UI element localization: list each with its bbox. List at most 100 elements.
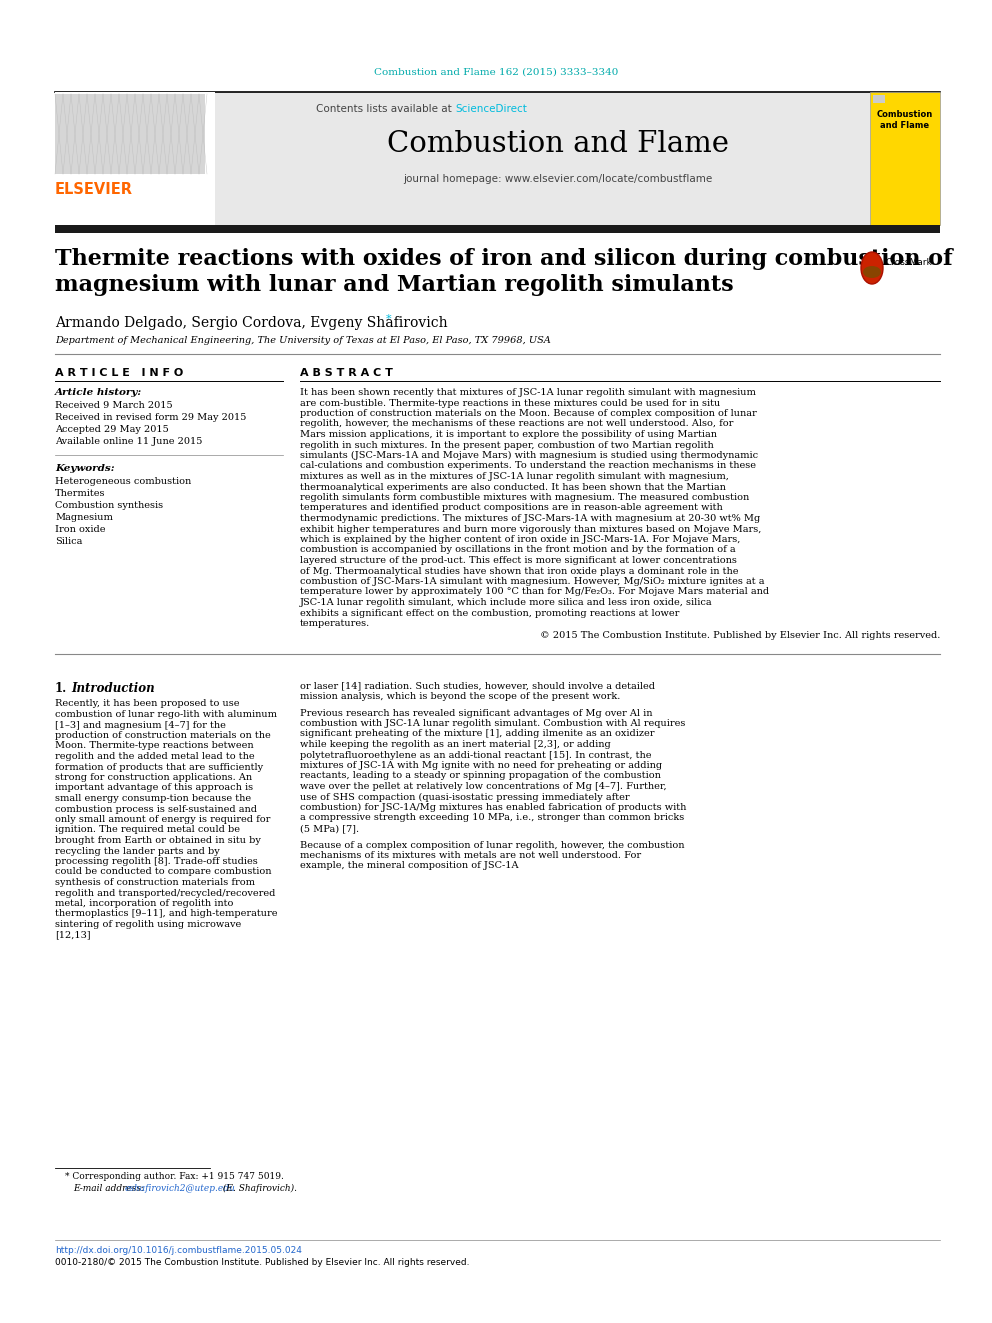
Text: of Mg. Thermoanalytical studies have shown that iron oxide plays a dominant role: of Mg. Thermoanalytical studies have sho…	[300, 566, 738, 576]
Text: journal homepage: www.elsevier.com/locate/combustflame: journal homepage: www.elsevier.com/locat…	[404, 175, 712, 184]
Text: Recently, it has been proposed to use: Recently, it has been proposed to use	[55, 700, 239, 709]
Bar	[215, 93, 870, 225]
Text: © 2015 The Combustion Institute. Published by Elsevier Inc. All rights reserved.: © 2015 The Combustion Institute. Publish…	[540, 631, 940, 640]
Text: significant preheating of the mixture [1], adding ilmenite as an oxidizer: significant preheating of the mixture [1…	[300, 729, 655, 738]
Text: combustion is accompanied by oscillations in the front motion and by the formati: combustion is accompanied by oscillation…	[300, 545, 736, 554]
Text: sintering of regolith using microwave: sintering of regolith using microwave	[55, 919, 241, 929]
Text: Mars mission applications, it is important to explore the possibility of using M: Mars mission applications, it is importa…	[300, 430, 717, 439]
Text: A B S T R A C T: A B S T R A C T	[300, 368, 393, 378]
Text: a compressive strength exceeding 10 MPa, i.e., stronger than common bricks: a compressive strength exceeding 10 MPa,…	[300, 814, 684, 823]
Text: ScienceDirect: ScienceDirect	[455, 105, 527, 114]
Text: regolith in such mixtures. In the present paper, combustion of two Martian regol: regolith in such mixtures. In the presen…	[300, 441, 714, 450]
Text: cal-culations and combustion experiments. To understand the reaction mechanisms : cal-culations and combustion experiments…	[300, 462, 756, 471]
Text: magnesium with lunar and Martian regolith simulants: magnesium with lunar and Martian regolit…	[55, 274, 734, 296]
Text: are com-bustible. Thermite-type reactions in these mixtures could be used for in: are com-bustible. Thermite-type reaction…	[300, 398, 720, 407]
Text: Article history:: Article history:	[55, 388, 142, 397]
Text: and Flame: and Flame	[881, 120, 930, 130]
Text: which is explained by the higher content of iron oxide in JSC-Mars-1A. For Mojav: which is explained by the higher content…	[300, 534, 740, 544]
Text: Thermite reactions with oxides of iron and silicon during combustion of: Thermite reactions with oxides of iron a…	[55, 247, 952, 270]
Text: combustion with JSC-1A lunar regolith simulant. Combustion with Al requires: combustion with JSC-1A lunar regolith si…	[300, 718, 685, 728]
Text: formation of products that are sufficiently: formation of products that are sufficien…	[55, 762, 263, 771]
Text: mechanisms of its mixtures with metals are not well understood. For: mechanisms of its mixtures with metals a…	[300, 851, 641, 860]
Text: [1–3] and magnesium [4–7] for the: [1–3] and magnesium [4–7] for the	[55, 721, 226, 729]
Text: Previous research has revealed significant advantages of Mg over Al in: Previous research has revealed significa…	[300, 709, 653, 717]
Text: It has been shown recently that mixtures of JSC-1A lunar regolith simulant with : It has been shown recently that mixtures…	[300, 388, 756, 397]
Text: simulants (JSC-Mars-1A and Mojave Mars) with magnesium is studied using thermody: simulants (JSC-Mars-1A and Mojave Mars) …	[300, 451, 758, 460]
Bar	[55, 93, 215, 225]
Text: regolith simulants form combustible mixtures with magnesium. The measured combus: regolith simulants form combustible mixt…	[300, 493, 749, 501]
Text: or laser [14] radiation. Such studies, however, should involve a detailed: or laser [14] radiation. Such studies, h…	[300, 681, 655, 691]
Text: eshafirovich2@utep.edu: eshafirovich2@utep.edu	[125, 1184, 236, 1193]
Text: use of SHS compaction (quasi-isostatic pressing immediately after: use of SHS compaction (quasi-isostatic p…	[300, 792, 630, 802]
Text: regolith, however, the mechanisms of these reactions are not well understood. Al: regolith, however, the mechanisms of the…	[300, 419, 733, 429]
Text: production of construction materials on the: production of construction materials on …	[55, 732, 271, 740]
Text: http://dx.doi.org/10.1016/j.combustflame.2015.05.024: http://dx.doi.org/10.1016/j.combustflame…	[55, 1246, 302, 1256]
Text: Combustion synthesis: Combustion synthesis	[55, 501, 163, 509]
Text: Keywords:: Keywords:	[55, 464, 115, 474]
Text: thermoanalytical experiments are also conducted. It has been shown that the Mart: thermoanalytical experiments are also co…	[300, 483, 726, 492]
Text: could be conducted to compare combustion: could be conducted to compare combustion	[55, 868, 272, 877]
Text: (E. Shafirovich).: (E. Shafirovich).	[220, 1184, 297, 1193]
Text: ELSEVIER: ELSEVIER	[55, 183, 133, 197]
Text: Accepted 29 May 2015: Accepted 29 May 2015	[55, 425, 169, 434]
Text: production of construction materials on the Moon. Because of complex composition: production of construction materials on …	[300, 409, 757, 418]
Bar	[55, 225, 940, 233]
Text: Combustion: Combustion	[877, 110, 933, 119]
Text: metal, incorporation of regolith into: metal, incorporation of regolith into	[55, 900, 233, 908]
Text: CrossMark: CrossMark	[886, 258, 932, 267]
Text: mixtures of JSC-1A with Mg ignite with no need for preheating or adding: mixtures of JSC-1A with Mg ignite with n…	[300, 761, 662, 770]
Text: Received 9 March 2015: Received 9 March 2015	[55, 401, 173, 410]
Text: recycling the lander parts and by: recycling the lander parts and by	[55, 847, 220, 856]
Text: Department of Mechanical Engineering, The University of Texas at El Paso, El Pas: Department of Mechanical Engineering, Th…	[55, 336, 551, 345]
Text: while keeping the regolith as an inert material [2,3], or adding: while keeping the regolith as an inert m…	[300, 740, 611, 749]
Text: Introduction: Introduction	[71, 681, 155, 695]
Text: * Corresponding author. Fax: +1 915 747 5019.: * Corresponding author. Fax: +1 915 747 …	[65, 1172, 284, 1181]
Text: strong for construction applications. An: strong for construction applications. An	[55, 773, 252, 782]
Bar	[55, 94, 205, 175]
Bar	[873, 95, 885, 103]
Text: combustion of lunar rego-lith with aluminum: combustion of lunar rego-lith with alumi…	[55, 710, 277, 718]
Text: mixtures as well as in the mixtures of JSC-1A lunar regolith simulant with magne: mixtures as well as in the mixtures of J…	[300, 472, 729, 482]
Text: Combustion and Flame 162 (2015) 3333–3340: Combustion and Flame 162 (2015) 3333–334…	[374, 67, 618, 77]
Text: Because of a complex composition of lunar regolith, however, the combustion: Because of a complex composition of luna…	[300, 840, 684, 849]
Text: important advantage of this approach is: important advantage of this approach is	[55, 783, 253, 792]
Text: Heterogeneous combustion: Heterogeneous combustion	[55, 478, 191, 486]
Text: polytetrafluoroethylene as an addi-tional reactant [15]. In contrast, the: polytetrafluoroethylene as an addi-tiona…	[300, 750, 652, 759]
Text: only small amount of energy is required for: only small amount of energy is required …	[55, 815, 271, 824]
Text: *: *	[386, 314, 392, 324]
Text: Received in revised form 29 May 2015: Received in revised form 29 May 2015	[55, 413, 246, 422]
Text: exhibit higher temperatures and burn more vigorously than mixtures based on Moja: exhibit higher temperatures and burn mor…	[300, 524, 762, 533]
Text: combustion) for JSC-1A/Mg mixtures has enabled fabrication of products with: combustion) for JSC-1A/Mg mixtures has e…	[300, 803, 686, 812]
Text: Contents lists available at: Contents lists available at	[316, 105, 455, 114]
Text: small energy consump-tion because the: small energy consump-tion because the	[55, 794, 251, 803]
Text: temperatures and identified product compositions are in reason-able agreement wi: temperatures and identified product comp…	[300, 504, 723, 512]
Text: Armando Delgado, Sergio Cordova, Evgeny Shafirovich: Armando Delgado, Sergio Cordova, Evgeny …	[55, 316, 447, 329]
Text: exhibits a significant effect on the combustion, promoting reactions at lower: exhibits a significant effect on the com…	[300, 609, 680, 618]
Text: regolith and the added metal lead to the: regolith and the added metal lead to the	[55, 751, 255, 761]
Text: Combustion and Flame: Combustion and Flame	[387, 130, 729, 157]
Ellipse shape	[863, 266, 881, 278]
Ellipse shape	[861, 251, 883, 284]
Text: Available online 11 June 2015: Available online 11 June 2015	[55, 437, 202, 446]
Text: Moon. Thermite-type reactions between: Moon. Thermite-type reactions between	[55, 741, 254, 750]
Text: regolith and transported/recycled/recovered: regolith and transported/recycled/recove…	[55, 889, 276, 897]
Text: ignition. The required metal could be: ignition. The required metal could be	[55, 826, 240, 835]
Text: synthesis of construction materials from: synthesis of construction materials from	[55, 878, 255, 886]
Text: JSC-1A lunar regolith simulant, which include more silica and less iron oxide, s: JSC-1A lunar regolith simulant, which in…	[300, 598, 712, 607]
Text: layered structure of the prod-uct. This effect is more significant at lower conc: layered structure of the prod-uct. This …	[300, 556, 737, 565]
Text: temperature lower by approximately 100 °C than for Mg/Fe₂O₃. For Mojave Mars mat: temperature lower by approximately 100 °…	[300, 587, 769, 597]
Text: E-mail address:: E-mail address:	[73, 1184, 147, 1193]
Text: Thermites: Thermites	[55, 490, 105, 497]
Text: combustion of JSC-Mars-1A simulant with magnesium. However, Mg/SiO₂ mixture igni: combustion of JSC-Mars-1A simulant with …	[300, 577, 765, 586]
Text: processing regolith [8]. Trade-off studies: processing regolith [8]. Trade-off studi…	[55, 857, 258, 867]
Text: combustion process is self-sustained and: combustion process is self-sustained and	[55, 804, 257, 814]
Text: brought from Earth or obtained in situ by: brought from Earth or obtained in situ b…	[55, 836, 261, 845]
Text: [12,13]: [12,13]	[55, 930, 90, 939]
Text: thermodynamic predictions. The mixtures of JSC-Mars-1A with magnesium at 20-30 w: thermodynamic predictions. The mixtures …	[300, 515, 760, 523]
Text: 1.: 1.	[55, 681, 67, 695]
Bar	[870, 93, 940, 225]
Text: mission analysis, which is beyond the scope of the present work.: mission analysis, which is beyond the sc…	[300, 692, 620, 701]
Text: Silica: Silica	[55, 537, 82, 546]
Text: wave over the pellet at relatively low concentrations of Mg [4–7]. Further,: wave over the pellet at relatively low c…	[300, 782, 667, 791]
Text: reactants, leading to a steady or spinning propagation of the combustion: reactants, leading to a steady or spinni…	[300, 771, 661, 781]
